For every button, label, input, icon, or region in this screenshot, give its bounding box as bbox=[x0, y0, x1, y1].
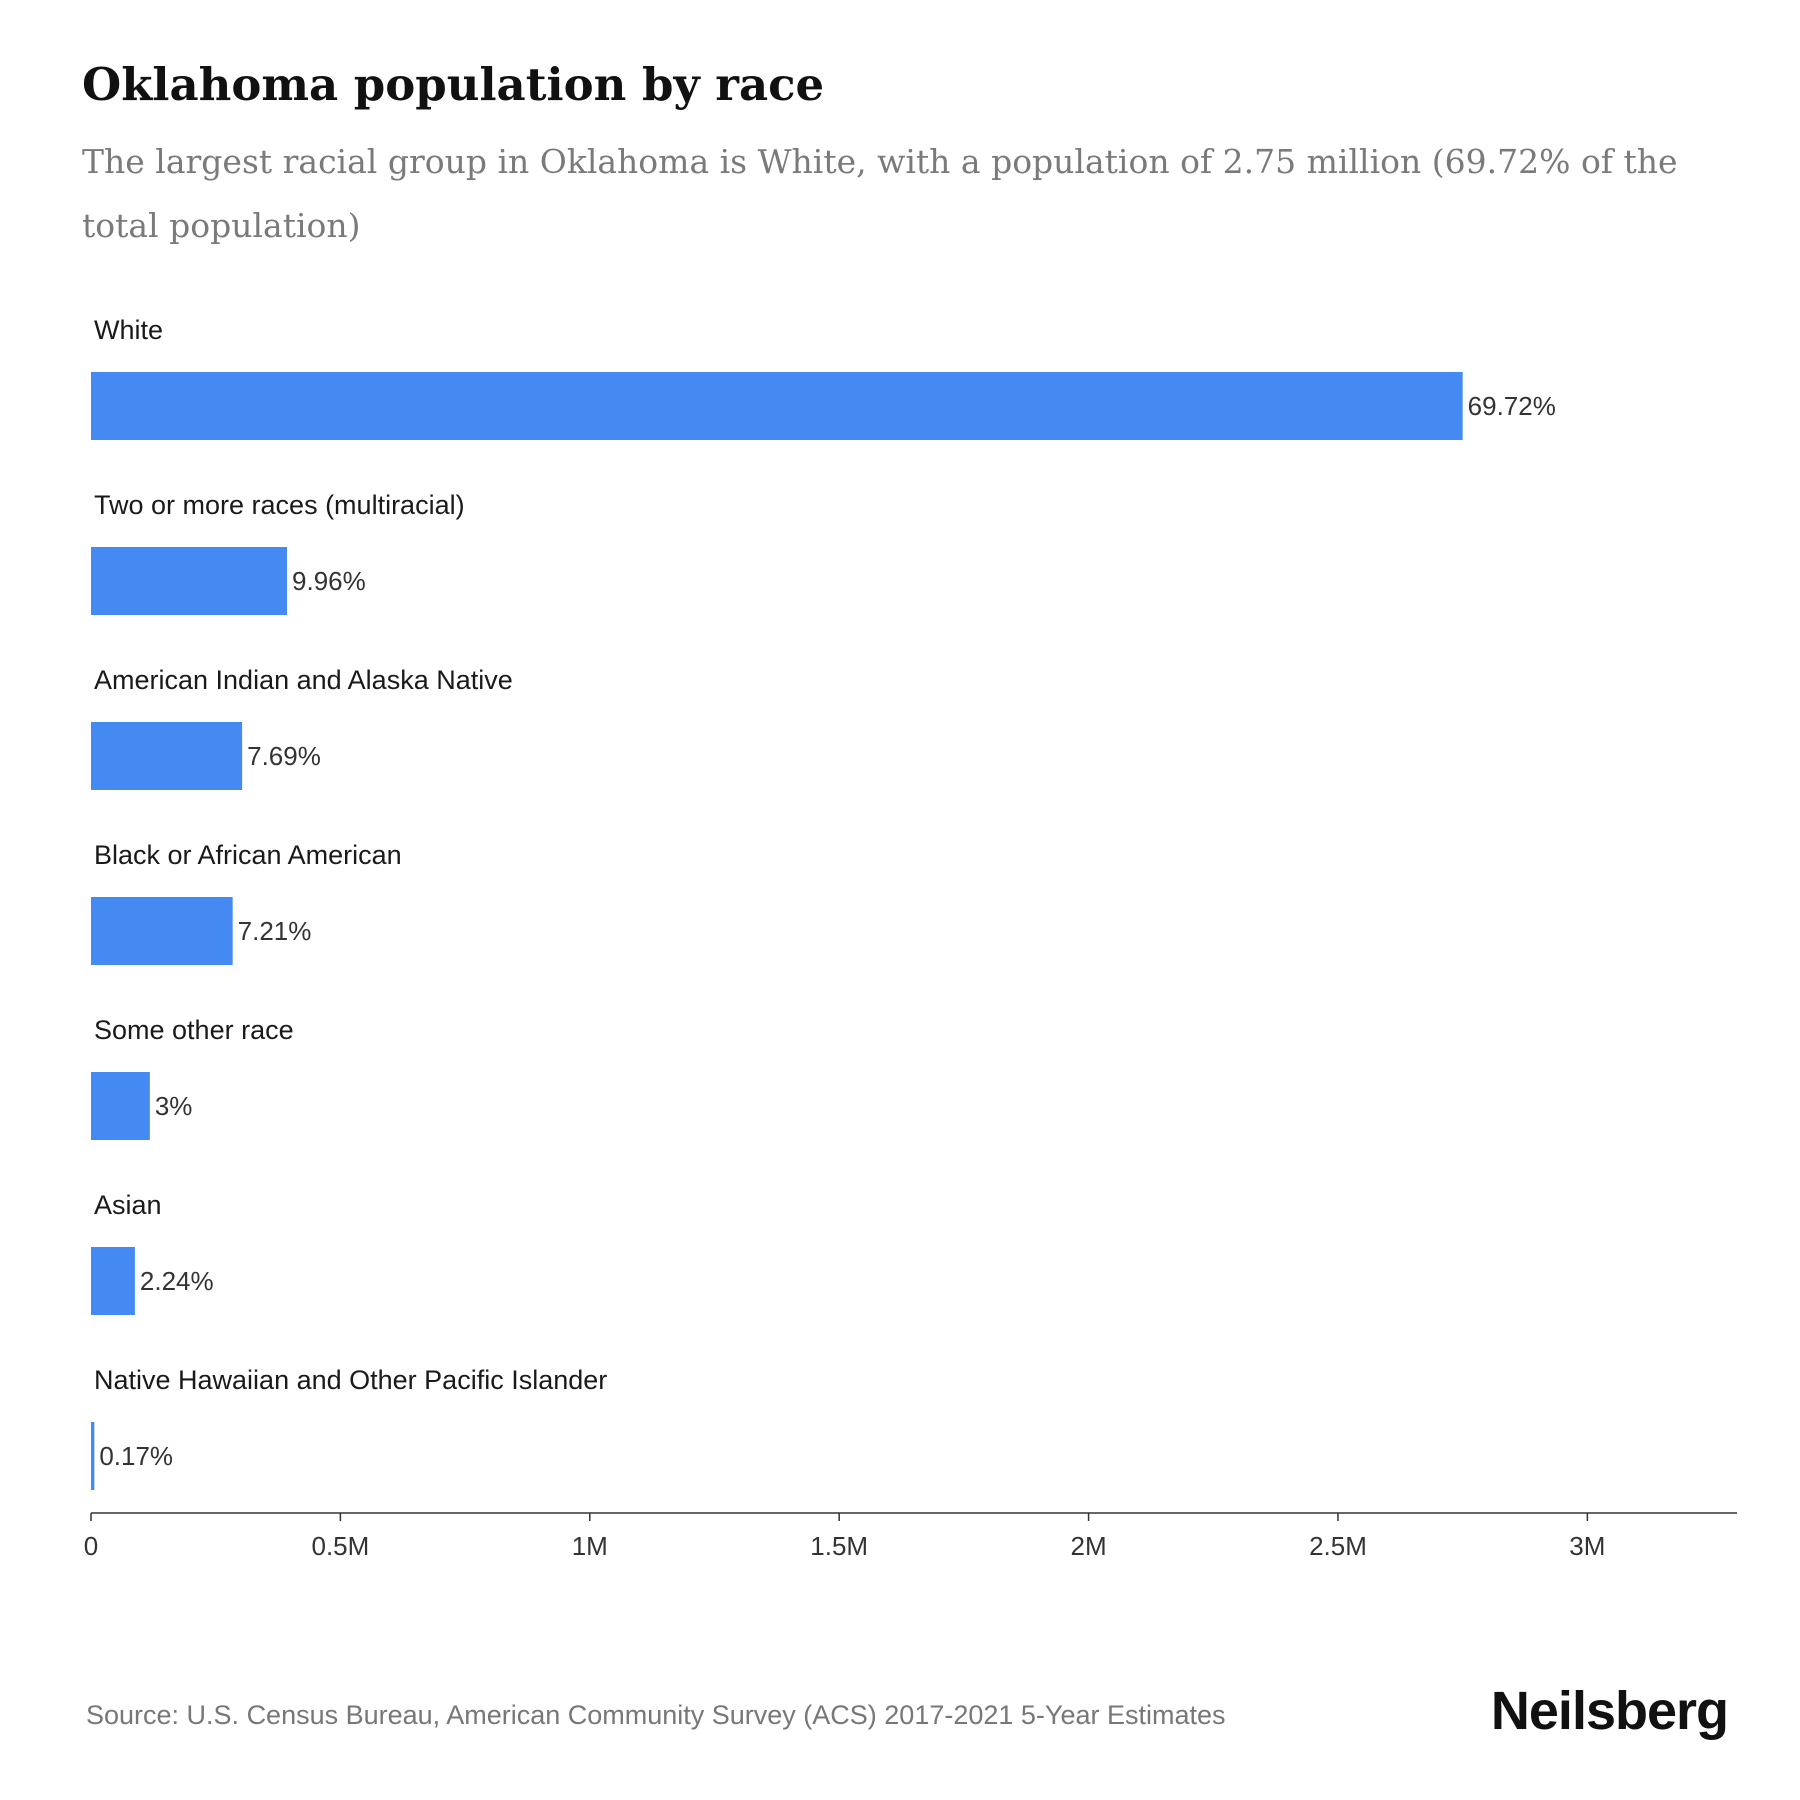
bar bbox=[91, 897, 233, 965]
x-tick-label: 2M bbox=[1071, 1531, 1107, 1561]
value-label: 0.17% bbox=[99, 1441, 173, 1471]
x-tick-label: 1M bbox=[572, 1531, 608, 1561]
category-label: Two or more races (multiracial) bbox=[94, 490, 465, 520]
bar bbox=[91, 1422, 95, 1490]
value-label: 69.72% bbox=[1468, 391, 1556, 421]
category-label: Asian bbox=[94, 1190, 162, 1220]
x-tick-label: 2.5M bbox=[1309, 1531, 1367, 1561]
x-tick-label: 3M bbox=[1569, 1531, 1605, 1561]
bar bbox=[91, 1247, 135, 1315]
value-label: 9.96% bbox=[292, 566, 366, 596]
bar bbox=[91, 1072, 150, 1140]
category-label: White bbox=[94, 315, 163, 345]
category-label: Some other race bbox=[94, 1015, 294, 1045]
category-label: Native Hawaiian and Other Pacific Island… bbox=[94, 1365, 607, 1395]
x-tick-label: 0 bbox=[84, 1531, 98, 1561]
category-label: American Indian and Alaska Native bbox=[94, 665, 513, 695]
value-label: 7.21% bbox=[238, 916, 312, 946]
x-tick-label: 0.5M bbox=[311, 1531, 369, 1561]
bar bbox=[91, 547, 288, 615]
value-label: 7.69% bbox=[247, 741, 321, 771]
x-tick-label: 1.5M bbox=[810, 1531, 868, 1561]
brand-logo: Neilsberg bbox=[1490, 1681, 1729, 1741]
chart-subtitle: The largest racial group in Oklahoma is … bbox=[82, 142, 1678, 245]
source-note: Source: U.S. Census Bureau, American Com… bbox=[86, 1700, 1226, 1730]
bar bbox=[91, 722, 243, 790]
category-label: Black or African American bbox=[94, 840, 402, 870]
bar-chart: White 69.72% Two or more races (multiracia… bbox=[84, 315, 1737, 1561]
bar bbox=[91, 372, 1463, 440]
value-label: 3% bbox=[155, 1091, 193, 1121]
chart-title: Oklahoma population by race bbox=[82, 58, 825, 111]
value-label: 2.24% bbox=[140, 1266, 214, 1296]
